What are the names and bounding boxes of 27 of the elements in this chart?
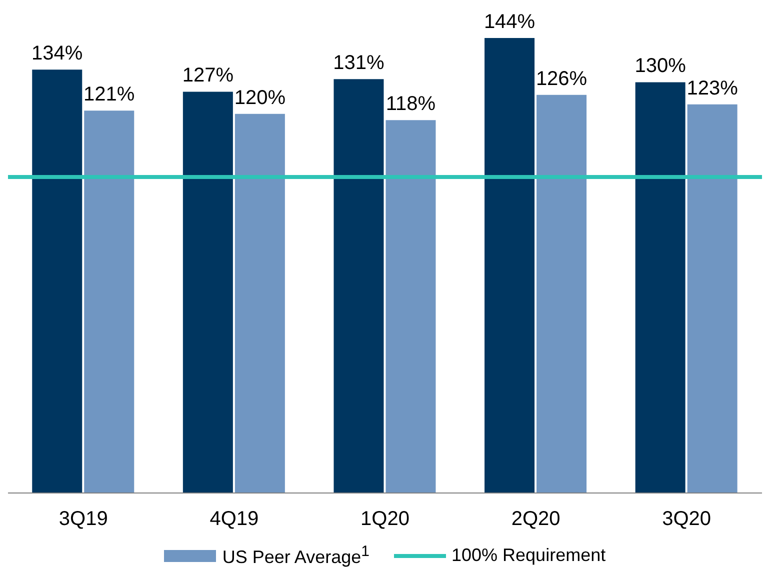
bar bbox=[635, 82, 686, 493]
bar bbox=[32, 70, 82, 493]
x-tick-label: 1Q20 bbox=[360, 508, 410, 530]
data-label: 123% bbox=[686, 77, 738, 100]
data-label: 126% bbox=[536, 68, 588, 90]
data-label: 130% bbox=[634, 55, 686, 78]
data-label: 144% bbox=[484, 11, 536, 33]
x-tick-label: 3Q19 bbox=[58, 508, 108, 530]
x-tick-label: 2Q20 bbox=[511, 508, 560, 530]
bar bbox=[234, 114, 285, 493]
data-label: 131% bbox=[333, 52, 385, 74]
legend-label: US Peer Average$^{1}$ bbox=[222, 543, 370, 568]
data-label: 134% bbox=[32, 42, 83, 65]
bar bbox=[84, 110, 134, 493]
data-label: 120% bbox=[234, 86, 286, 109]
x-tick-label: 3Q20 bbox=[662, 508, 712, 530]
bar bbox=[334, 79, 384, 493]
data-label: 127% bbox=[182, 64, 234, 87]
bar bbox=[386, 120, 436, 493]
bar bbox=[536, 94, 587, 493]
bar bbox=[484, 38, 535, 493]
data-label: 118% bbox=[386, 93, 436, 116]
bar bbox=[687, 104, 738, 493]
bar bbox=[182, 92, 233, 493]
x-tick-label: 4Q19 bbox=[210, 508, 259, 530]
legend-label: 100% Requirement bbox=[452, 545, 606, 566]
data-label: 121% bbox=[84, 84, 135, 106]
